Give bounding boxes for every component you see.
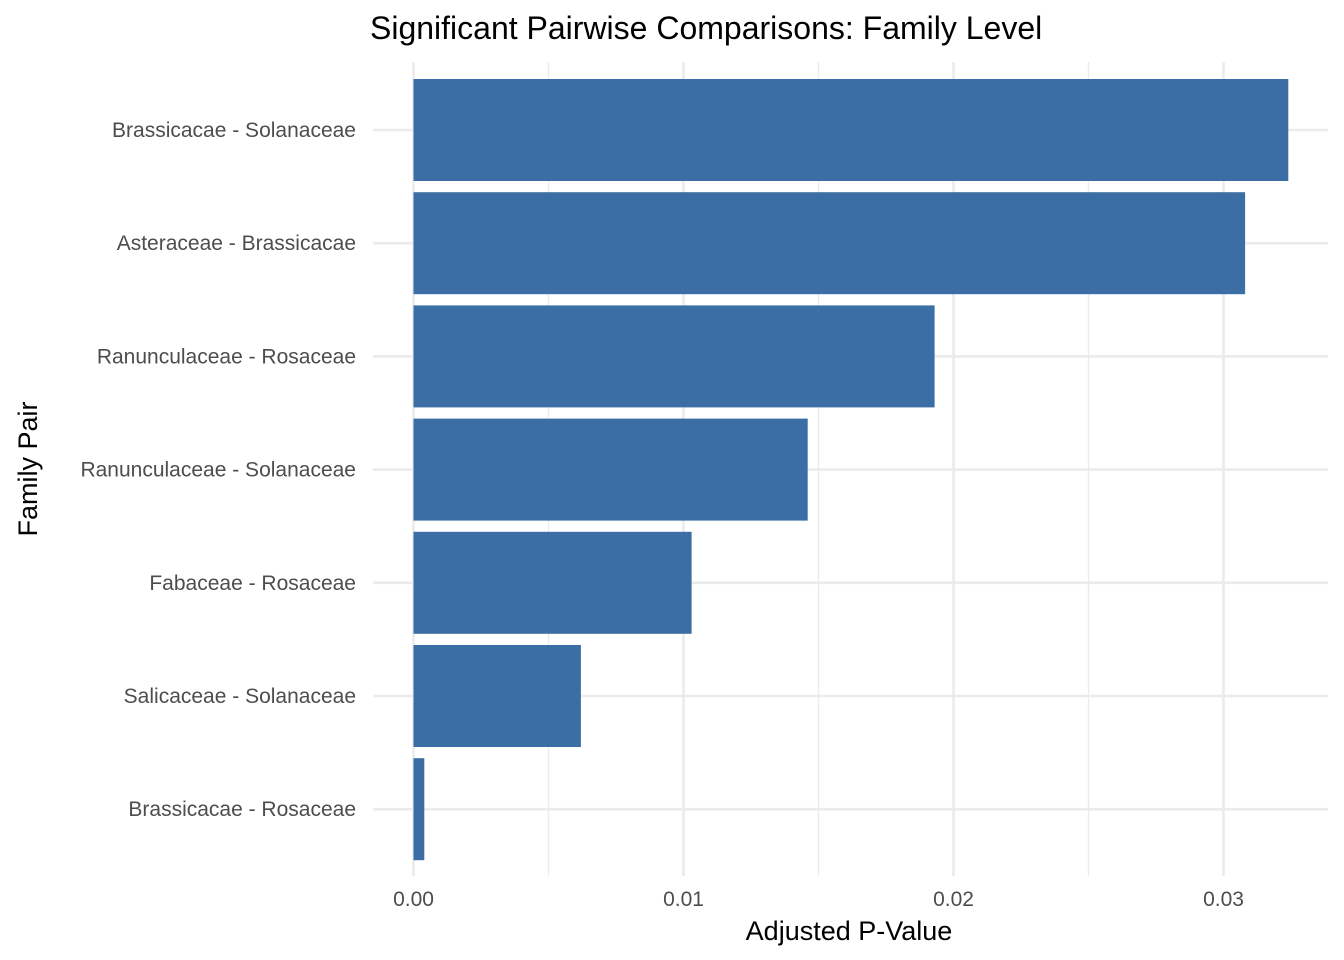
y-axis-ticks: Brassicacae - Solanaceae Asteraceae - Bra… <box>80 119 356 821</box>
x-tick-label: 0.02 <box>933 888 974 911</box>
bar <box>413 79 1289 181</box>
x-axis-title: Adjusted P-Value <box>746 916 953 946</box>
bar <box>413 645 581 747</box>
bars <box>413 79 1289 861</box>
x-tick-label: 0.00 <box>393 888 434 911</box>
y-tick-label: Brassicacae - Solanaceae <box>112 119 356 142</box>
bar <box>413 418 808 521</box>
x-tick-label: 0.03 <box>1203 888 1244 911</box>
y-tick-label: Salicaceae - Solanaceae <box>124 685 356 708</box>
x-axis-ticks: 0.00 0.01 0.02 0.03 <box>393 888 1244 911</box>
chart-title: Significant Pairwise Comparisons: Family… <box>370 10 1042 46</box>
bar <box>413 305 935 408</box>
y-tick-label: Ranunculaceae - Rosaceae <box>97 345 356 368</box>
bar <box>413 192 1246 295</box>
bar <box>413 758 425 861</box>
y-axis-title: Family Pair <box>13 401 43 536</box>
x-tick-label: 0.01 <box>663 888 704 911</box>
y-tick-label: Ranunculaceae - Solanaceae <box>80 459 356 482</box>
y-tick-label: Fabaceae - Rosaceae <box>149 572 356 595</box>
y-tick-label: Asteraceae - Brassicacae <box>117 232 356 255</box>
bar <box>413 531 692 634</box>
y-tick-label: Brassicacae - Rosaceae <box>128 798 356 821</box>
